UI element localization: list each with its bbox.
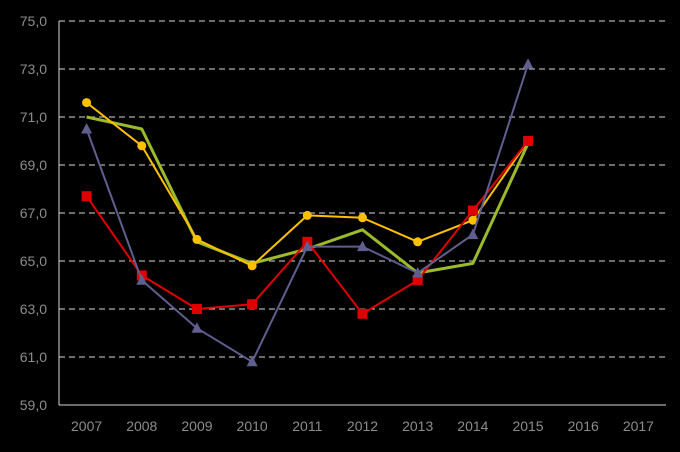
y-tick-label-1: 61,0 [20, 349, 47, 365]
series-3-point-7 [467, 228, 479, 240]
series-3-point-2 [191, 322, 203, 333]
y-tick-label-0: 59,0 [20, 397, 47, 413]
x-tick-label-2008: 2008 [126, 418, 157, 434]
series-3-point-5 [357, 240, 368, 252]
x-tick-label-2016: 2016 [568, 418, 599, 434]
x-tick-label-2010: 2010 [237, 418, 268, 434]
x-tick-label-2011: 2011 [292, 418, 322, 434]
y-tick-label-3: 65,0 [20, 253, 47, 269]
series-3-point-8 [522, 58, 534, 69]
series-2-point-8 [523, 136, 534, 146]
y-tick-label-2: 63,0 [20, 301, 47, 317]
series-1-point-6 [413, 237, 423, 247]
series-2-point-0 [81, 191, 92, 202]
x-tick-label-2013: 2013 [402, 418, 433, 434]
series-1-point-2 [192, 234, 202, 244]
y-tick-label-6: 71,0 [20, 109, 47, 125]
y-tick-label-4: 67,0 [20, 205, 47, 221]
series-1-point-1 [137, 141, 147, 151]
series-1-point-4 [302, 210, 312, 220]
x-tick-label-2015: 2015 [512, 418, 543, 434]
series-2-point-5 [357, 308, 368, 319]
x-tick-label-2012: 2012 [347, 418, 378, 434]
series-3-point-6 [412, 267, 424, 278]
x-tick-label-2007: 2007 [71, 418, 102, 434]
series-1-point-0 [82, 98, 92, 108]
series-1-point-5 [358, 213, 367, 223]
series-3-point-3 [246, 355, 258, 367]
x-tick-label-2009: 2009 [181, 418, 212, 434]
series-2-point-6 [412, 275, 423, 286]
series-3-point-0 [81, 123, 93, 134]
x-tick-label-2017: 2017 [623, 418, 654, 434]
series-3-point-4 [301, 240, 313, 252]
series-1-point-7 [468, 215, 478, 225]
y-tick-label-5: 69,0 [20, 157, 47, 173]
series-2-point-7 [467, 205, 478, 216]
series-2-line [85, 140, 529, 315]
y-tick-label-8: 75,0 [20, 13, 47, 29]
series-2-point-2 [191, 304, 202, 314]
series-2-point-3 [247, 299, 258, 310]
series-1-point-3 [247, 261, 257, 271]
x-tick-label-2014: 2014 [457, 418, 488, 434]
y-tick-label-7: 73,0 [20, 61, 47, 77]
series-3-point-1 [136, 274, 148, 285]
